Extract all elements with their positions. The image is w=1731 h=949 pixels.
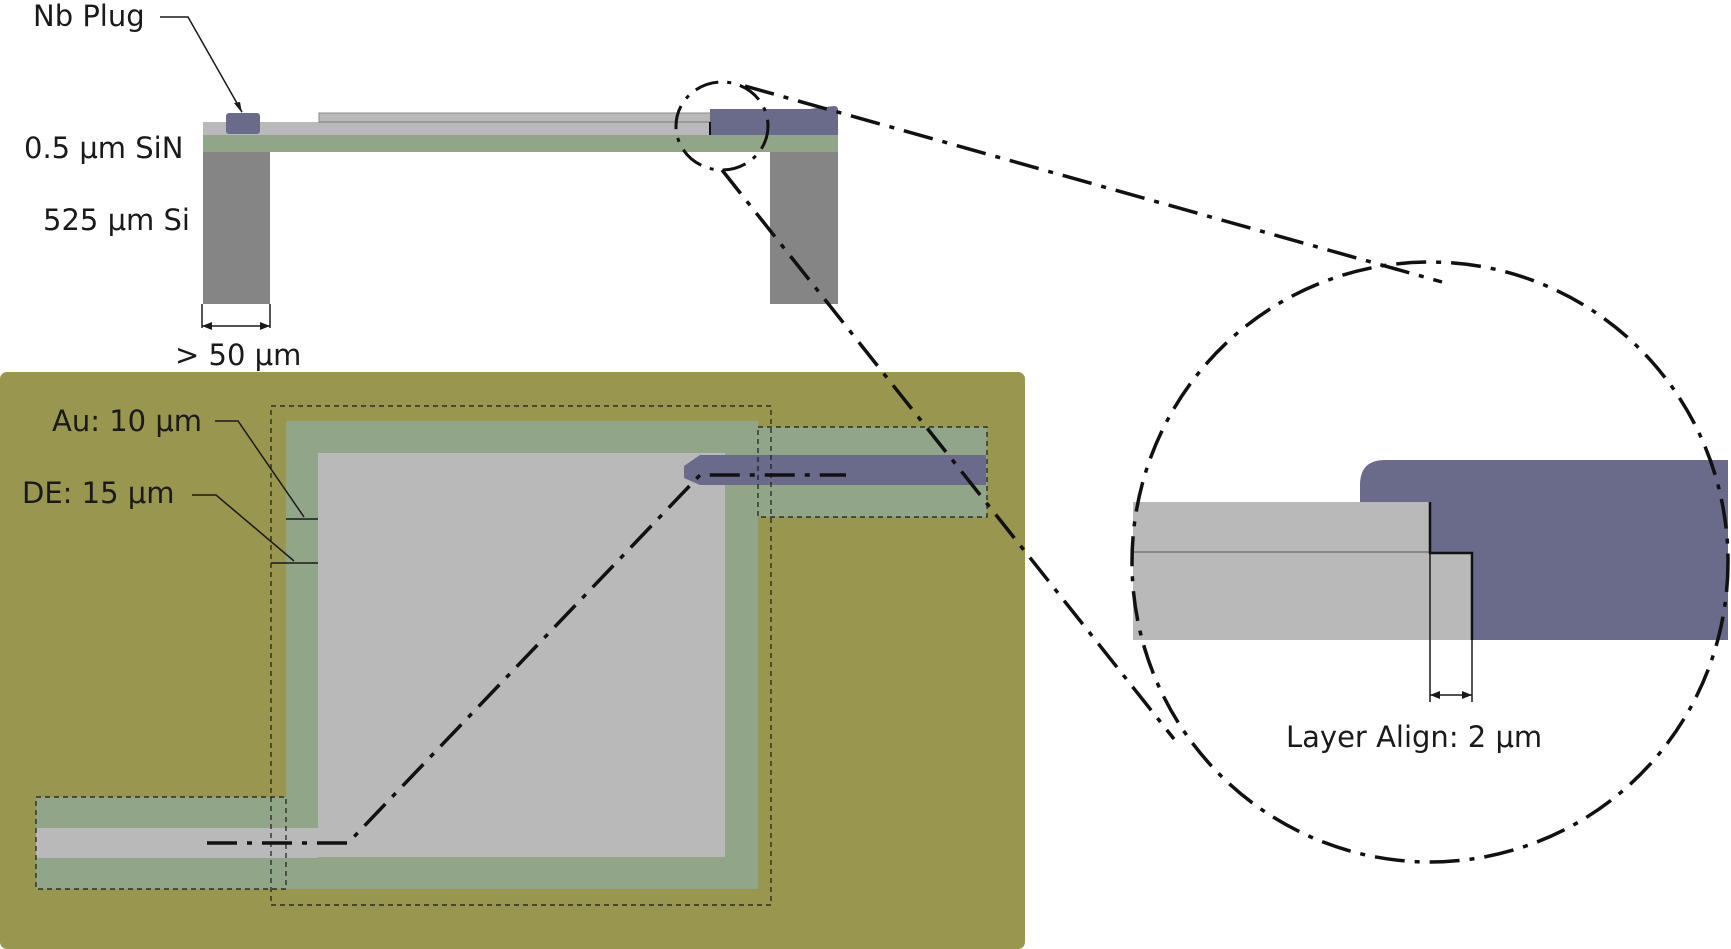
light-gray-film — [203, 122, 723, 135]
width-arrow-right — [260, 322, 270, 330]
sin-membrane — [203, 135, 838, 152]
si-substrate-left — [203, 151, 270, 304]
zoom-step-edge — [1428, 502, 1474, 640]
si-substrate-right — [770, 151, 838, 304]
zoom-connector-upper — [744, 84, 1443, 284]
label-de-width: DE: 15 μm — [22, 476, 174, 510]
nb-layer-cross-section — [710, 106, 838, 135]
zoom-connector-lower — [720, 168, 1176, 741]
de-leader-line — [192, 494, 295, 562]
label-si-layer: 525 μm Si — [43, 203, 190, 237]
label-sin-layer: 0.5 μm SiN — [24, 131, 183, 165]
dashed-outline-right-lead — [757, 426, 988, 518]
label-layer-align: Layer Align: 2 μm — [1286, 720, 1542, 754]
nb-plug-leader-line — [160, 16, 243, 113]
dashed-outline-outer — [270, 405, 772, 906]
dash-dot-path — [207, 473, 846, 845]
zoom-nb-layer — [1360, 460, 1728, 640]
label-au-width: Au: 10 μm — [52, 404, 202, 438]
align-arrow-left — [1430, 691, 1440, 699]
nb-plug — [226, 113, 260, 134]
nb-strip-top-view — [684, 455, 986, 485]
cross-section: Nb Plug 0.5 μm SiN 525 μm Si > 50 μm — [24, 0, 838, 372]
top-strip-film — [318, 112, 724, 123]
film-square — [318, 453, 725, 857]
label-nb-plug: Nb Plug — [33, 0, 145, 33]
zoom-light-gray-film — [1133, 502, 1471, 640]
align-arrow-right — [1462, 691, 1472, 699]
au-leader-line — [215, 420, 305, 518]
width-arrow-left — [202, 322, 212, 330]
nb-plug-arrowhead — [234, 102, 242, 113]
top-view: Au: 10 μm DE: 15 μm — [0, 372, 1025, 949]
zoom-ellipse — [1130, 260, 1730, 864]
label-width-min: > 50 μm — [175, 338, 301, 372]
zoom-callout: Layer Align: 2 μm — [674, 80, 1730, 864]
zoom-source-ellipse — [674, 80, 770, 172]
